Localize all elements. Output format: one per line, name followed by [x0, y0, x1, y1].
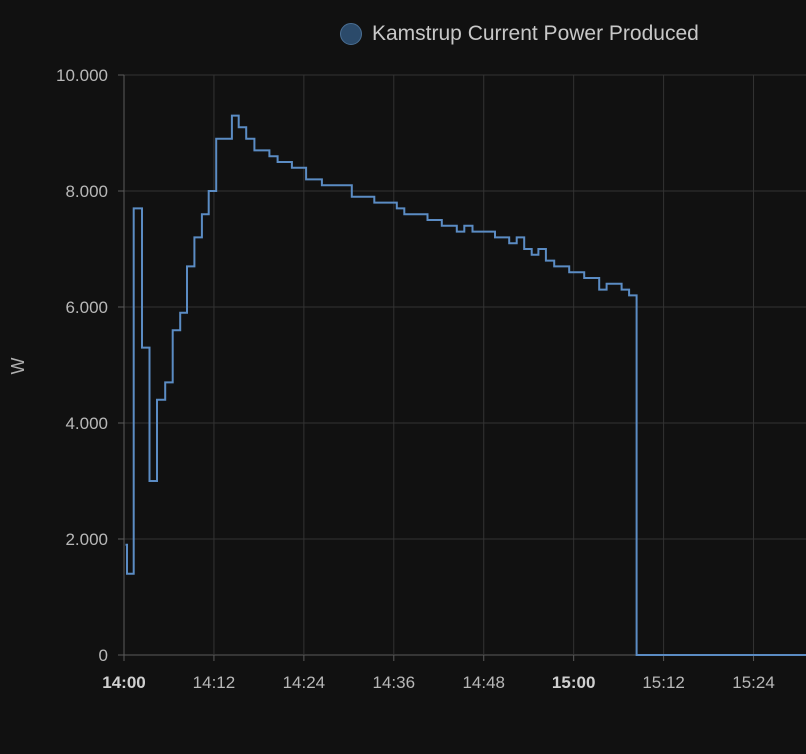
y-tick-label: 8.000	[65, 182, 108, 201]
y-tick-label: 2.000	[65, 530, 108, 549]
x-tick-label: 15:12	[642, 673, 685, 692]
series-line[interactable]	[125, 114, 806, 656]
x-tick-label: 14:48	[462, 673, 505, 692]
y-tick-label: 0	[99, 646, 108, 665]
legend-label: Kamstrup Current Power Produced	[372, 22, 699, 45]
y-tick-label: 6.000	[65, 298, 108, 317]
x-tick-label: 15:24	[732, 673, 775, 692]
x-tick-label: 14:12	[193, 673, 236, 692]
series-layer	[125, 114, 806, 656]
x-tick-label: 15:00	[552, 673, 595, 692]
axes: 0 2.000 4.000 6.000 8.000 10.000 14:00 14:12 14:…	[56, 66, 775, 692]
legend[interactable]: Kamstrup Current Power Produced	[340, 22, 699, 46]
y-tick-label: 10.000	[56, 66, 108, 85]
y-tick-label: 4.000	[65, 414, 108, 433]
x-tick-label: 14:24	[283, 673, 326, 692]
grid	[123, 74, 806, 656]
x-tick-label: 14:36	[373, 673, 416, 692]
y-axis-label: W	[8, 358, 28, 375]
x-tick-label: 14:00	[102, 673, 145, 692]
legend-swatch-icon	[340, 23, 362, 45]
